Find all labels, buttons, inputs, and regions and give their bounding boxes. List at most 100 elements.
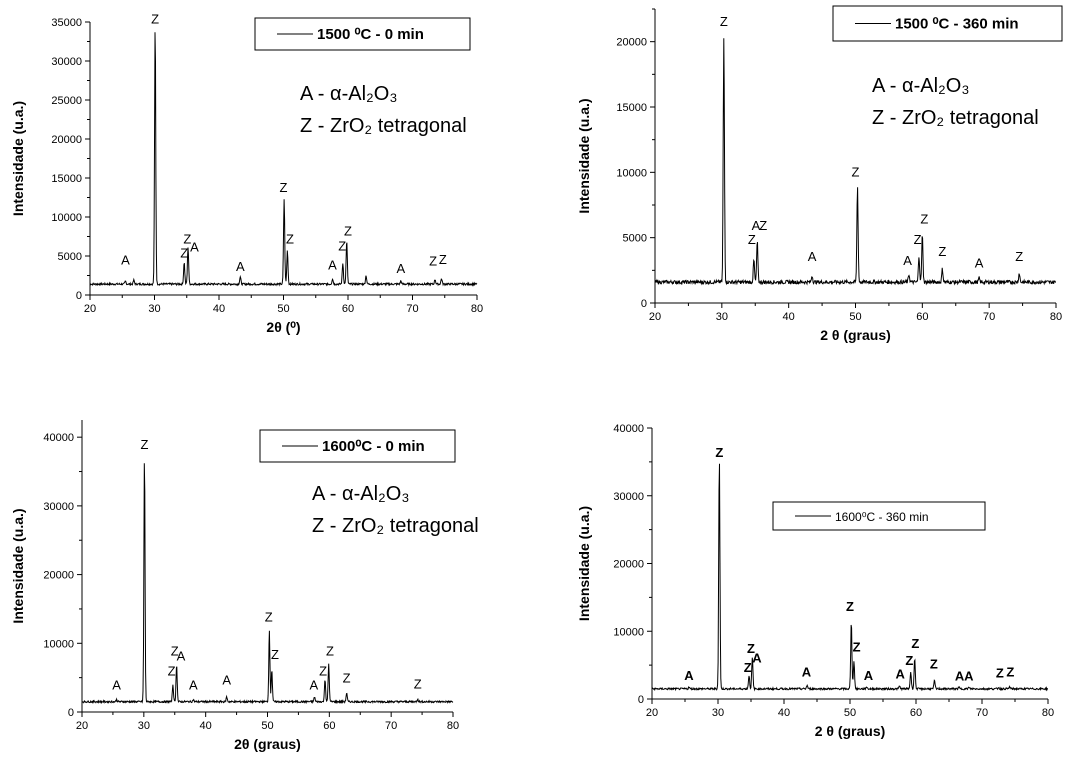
y-axis-title: Intensidade (u.a.) <box>576 98 592 213</box>
x-tick-label: 30 <box>716 311 728 323</box>
x-tick-label: 40 <box>200 720 212 732</box>
peak-label: Z <box>319 664 327 679</box>
peak-label: A <box>903 253 912 268</box>
peak-label: A <box>864 668 874 683</box>
peak-label: Z <box>853 640 861 655</box>
y-tick-label: 30000 <box>51 56 82 68</box>
y-tick-label: 20000 <box>51 134 82 146</box>
peak-label: A <box>964 669 974 684</box>
x-tick-label: 80 <box>1050 311 1062 323</box>
peak-label: Z <box>180 246 188 261</box>
x-tick-label: 40 <box>213 303 225 315</box>
peak-label: Z <box>280 180 288 195</box>
x-tick-label: 50 <box>849 311 861 323</box>
peak-label: A <box>189 677 198 692</box>
y-tick-label: 20000 <box>43 570 74 582</box>
y-tick-label: 20000 <box>616 37 647 49</box>
peak-label: Z <box>905 653 913 668</box>
peak-label: Z <box>1006 665 1014 680</box>
peak-label: Z <box>338 239 346 254</box>
x-tick-label: 60 <box>342 303 354 315</box>
phase-annotation: A - α-Al₂O₃ <box>872 75 969 97</box>
y-tick-label: 10000 <box>613 626 644 638</box>
y-tick-label: 25000 <box>51 95 82 107</box>
y-tick-label: 40000 <box>43 432 74 444</box>
x-tick-label: 30 <box>712 707 724 719</box>
x-tick-label: 20 <box>646 707 658 719</box>
peak-label: A <box>802 665 812 680</box>
peak-label: Z <box>265 609 273 624</box>
x-tick-label: 20 <box>649 311 661 323</box>
peak-label: A <box>121 253 130 268</box>
x-tick-label: 80 <box>447 720 459 732</box>
legend-label: 1600⁰C - 360 min <box>835 510 929 524</box>
peak-label: A <box>895 667 905 682</box>
phase-annotation: A - α-Al₂O₃ <box>300 83 397 105</box>
peak-label: Z <box>140 437 148 452</box>
peak-label: Z <box>344 224 352 239</box>
peak-label: Z <box>759 218 767 233</box>
x-axis-title: 2 θ (graus) <box>815 723 886 739</box>
y-axis-title: Intensidade (u.a.) <box>576 506 592 621</box>
x-tick-label: 40 <box>783 311 795 323</box>
x-tick-label: 80 <box>471 303 483 315</box>
peak-label: Z <box>326 644 334 659</box>
series-line <box>89 32 478 287</box>
peak-label: Z <box>1015 249 1023 264</box>
series-line <box>81 463 454 705</box>
peak-label: A <box>190 239 199 254</box>
peak-label: Z <box>414 677 422 692</box>
peak-label: Z <box>429 253 437 268</box>
x-tick-label: 70 <box>976 707 988 719</box>
peak-label: Z <box>846 599 854 614</box>
x-tick-label: 30 <box>148 303 160 315</box>
y-tick-label: 35000 <box>51 17 82 29</box>
x-tick-label: 20 <box>84 303 96 315</box>
x-axis-title: 2 θ (graus) <box>820 327 891 343</box>
peak-label: A <box>112 677 121 692</box>
y-tick-label: 10000 <box>616 167 647 179</box>
y-axis-title: Intensidade (u.a.) <box>10 101 26 216</box>
x-axis-title: 2θ (graus) <box>234 736 301 752</box>
peak-label: Z <box>938 244 946 259</box>
y-tick-label: 0 <box>638 694 644 706</box>
y-tick-label: 0 <box>641 298 647 310</box>
y-tick-label: 0 <box>76 290 82 302</box>
y-tick-label: 30000 <box>613 491 644 503</box>
chart-panel-1: 20 30 40 50 60 70 80 0 5000 10000 15000 20000 25000 3… <box>10 12 483 335</box>
peak-label: Z <box>439 252 447 267</box>
peak-label: Z <box>183 232 191 247</box>
peak-label: Z <box>914 232 922 247</box>
x-tick-label: 60 <box>910 707 922 719</box>
x-tick-label: 70 <box>983 311 995 323</box>
peak-label: Z <box>168 664 176 679</box>
y-tick-label: 40000 <box>613 423 644 435</box>
legend-label: 1500 ⁰C - 360 min <box>895 16 1019 33</box>
peak-label: A <box>808 249 817 264</box>
legend-label: 1600⁰C - 0 min <box>322 438 425 455</box>
series-line <box>654 38 1057 286</box>
y-tick-label: 0 <box>68 707 74 719</box>
y-tick-label: 15000 <box>51 173 82 185</box>
peak-label: A <box>752 650 762 665</box>
peak-label: Z <box>747 641 755 656</box>
peak-label: Z <box>720 14 728 29</box>
x-tick-label: 70 <box>406 303 418 315</box>
x-tick-label: 50 <box>844 707 856 719</box>
x-tick-label: 80 <box>1042 707 1054 719</box>
y-tick-label: 5000 <box>58 251 82 263</box>
chart-panel-2: 20 30 40 50 60 70 80 0 5000 10000 15000 20000 2 θ (g… <box>576 5 1063 343</box>
peak-label: A <box>222 673 231 688</box>
peak-label: Z <box>151 12 159 27</box>
peak-label: Z <box>343 670 351 685</box>
peak-label: A <box>397 261 406 276</box>
y-tick-label: 20000 <box>613 559 644 571</box>
x-tick-label: 60 <box>916 311 928 323</box>
peak-label: A <box>236 259 245 274</box>
x-tick-label: 50 <box>261 720 273 732</box>
y-axis-title: Intensidade (u.a.) <box>10 508 26 623</box>
series-line <box>651 463 1048 692</box>
x-tick-label: 50 <box>277 303 289 315</box>
legend-label: 1500 ⁰C - 0 min <box>317 26 424 43</box>
